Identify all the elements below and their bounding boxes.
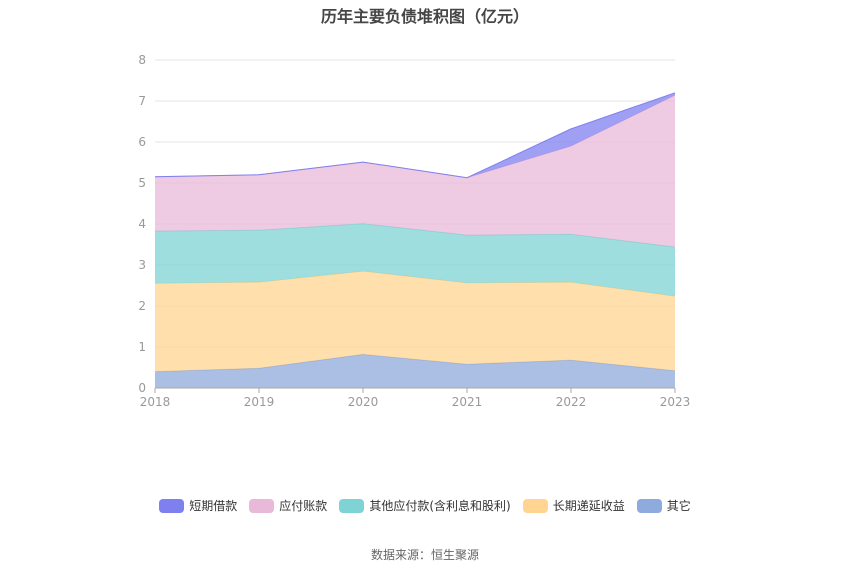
x-tick-label: 2023: [660, 395, 691, 409]
y-tick-label: 2: [138, 299, 146, 313]
source-note: 数据来源：恒生聚源: [370, 548, 479, 562]
y-tick-label: 6: [138, 135, 146, 149]
y-tick-label: 5: [138, 176, 146, 190]
area-series-1: [155, 271, 675, 372]
area-series-3: [155, 95, 675, 247]
chart-title: 历年主要负债堆积图（亿元）: [320, 7, 529, 26]
legend-item[interactable]: 其他应付款(含利息和股利): [339, 497, 511, 514]
x-tick-label: 2022: [556, 395, 587, 409]
legend-swatch: [249, 498, 275, 513]
legend-label: 长期递延收益: [552, 499, 625, 513]
legend-item[interactable]: 长期递延收益: [522, 497, 625, 514]
y-tick-label: 1: [138, 340, 146, 354]
x-tick-label: 2021: [452, 395, 483, 409]
legend-swatch: [522, 498, 548, 513]
legend-item[interactable]: 短期借款: [159, 497, 237, 514]
legend-label: 短期借款: [189, 499, 238, 513]
legend-item[interactable]: 其它: [636, 497, 691, 514]
legend: 短期借款 应付账款 其他应付款(含利息和股利) 长期递延收益 其它: [0, 497, 850, 514]
area-series-2: [155, 223, 675, 297]
area-series-4: [155, 92, 675, 178]
legend-label: 其它: [666, 499, 691, 513]
area-series-top-line-4: [154, 92, 676, 179]
y-tick-label: 7: [138, 94, 146, 108]
axes: 0 1 2 3 4 5 6 7 8 2018 2019 2020 2021 2022 2023: [138, 53, 690, 409]
y-tick-label: 8: [138, 53, 146, 67]
y-tick-label: 3: [138, 258, 146, 272]
area-series-0: [155, 354, 675, 388]
legend-swatch: [159, 498, 185, 513]
legend-swatch: [339, 498, 365, 513]
y-tick-label: 4: [138, 217, 146, 231]
legend-swatch: [636, 498, 662, 513]
x-tick-label: 2019: [244, 395, 275, 409]
legend-label: 其他应付款(含利息和股利): [369, 499, 511, 513]
x-tick-label: 2018: [140, 395, 171, 409]
legend-label: 应付账款: [279, 499, 328, 513]
legend-item[interactable]: 应付账款: [249, 497, 327, 514]
area-series-layer: [154, 92, 676, 388]
x-tick-label: 2020: [348, 395, 379, 409]
y-tick-label: 0: [138, 381, 146, 395]
